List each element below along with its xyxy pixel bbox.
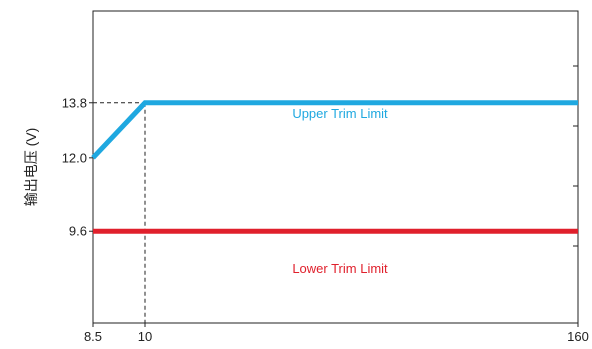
plot-frame <box>92 10 579 324</box>
series-label-1: Lower Trim Limit <box>292 261 388 276</box>
y-tick-label: 12.0 <box>62 150 87 165</box>
x-tick-label: 160 <box>567 329 589 344</box>
x-tick-label: 10 <box>138 329 152 344</box>
series-line-0 <box>91 100 578 160</box>
y-axis-label: 输出电压 (V) <box>23 128 39 207</box>
y-tick-label: 13.8 <box>62 95 87 110</box>
x-tick-label: 8.5 <box>84 329 102 344</box>
series-label-0: Upper Trim Limit <box>292 106 388 121</box>
y-tick-label: 9.6 <box>69 224 87 239</box>
